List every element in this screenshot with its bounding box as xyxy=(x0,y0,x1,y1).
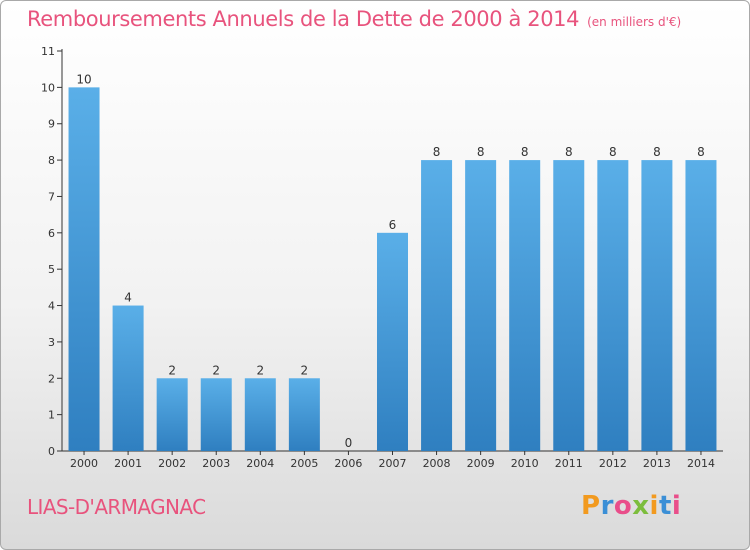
chart-title: Remboursements Annuels de la Dette de 20… xyxy=(27,7,681,31)
x-tick-label: 2000 xyxy=(70,457,98,470)
logo-letter: i xyxy=(649,491,659,521)
data-label: 10 xyxy=(76,72,91,86)
y-tick-label: 7 xyxy=(48,190,55,203)
bar xyxy=(509,160,541,451)
x-tick-label: 2010 xyxy=(511,457,539,470)
y-tick-label: 11 xyxy=(41,45,55,58)
x-tick-label: 2009 xyxy=(467,457,495,470)
x-tick-label: 2011 xyxy=(555,457,583,470)
y-tick-label: 0 xyxy=(48,445,55,458)
bar xyxy=(377,232,408,451)
logo-letter: t xyxy=(658,491,672,521)
data-label: 6 xyxy=(389,218,397,232)
y-tick-label: 8 xyxy=(48,154,55,167)
logo-letter: o xyxy=(613,491,633,521)
data-label: 8 xyxy=(653,145,661,159)
logo-letter: r xyxy=(600,491,614,521)
data-label: 8 xyxy=(477,145,485,159)
x-tick-label: 2003 xyxy=(202,457,230,470)
data-label: 8 xyxy=(521,145,529,159)
data-label: 2 xyxy=(256,363,264,377)
bar xyxy=(465,160,497,451)
y-tick-label: 2 xyxy=(48,372,55,385)
data-label: 4 xyxy=(124,291,132,305)
y-tick-label: 10 xyxy=(41,81,55,94)
chart-title-text: Remboursements Annuels de la Dette de 20… xyxy=(27,7,580,31)
bar xyxy=(244,378,276,451)
bar xyxy=(112,305,144,451)
bar xyxy=(288,378,320,451)
bar xyxy=(68,87,100,451)
logo-letter: i xyxy=(671,491,682,521)
y-tick-label: 3 xyxy=(48,336,55,349)
x-tick-label: 2007 xyxy=(379,457,407,470)
data-label: 0 xyxy=(345,436,353,450)
y-tick-label: 4 xyxy=(48,300,55,313)
x-tick-label: 2008 xyxy=(423,457,451,470)
y-tick-label: 9 xyxy=(48,118,55,131)
proxiti-logo: Proxiti xyxy=(581,491,681,521)
data-label: 8 xyxy=(433,145,441,159)
bar xyxy=(421,160,453,451)
x-tick-label: 2012 xyxy=(599,457,627,470)
data-label: 8 xyxy=(565,145,573,159)
x-tick-label: 2014 xyxy=(687,457,715,470)
y-tick-label: 1 xyxy=(48,409,55,422)
unit-note: (en milliers d'€) xyxy=(587,15,682,29)
bar xyxy=(597,160,629,451)
x-tick-label: 2001 xyxy=(114,457,142,470)
logo-letter: P xyxy=(581,491,601,521)
bar xyxy=(200,378,232,451)
data-label: 8 xyxy=(697,145,705,159)
data-label: 2 xyxy=(301,363,309,377)
x-tick-label: 2005 xyxy=(290,457,318,470)
y-tick-label: 5 xyxy=(48,263,55,276)
x-tick-label: 2004 xyxy=(246,457,274,470)
data-label: 2 xyxy=(168,363,176,377)
data-label: 2 xyxy=(212,363,220,377)
bar xyxy=(685,160,717,451)
x-tick-label: 2006 xyxy=(334,457,362,470)
logo-letter: x xyxy=(632,491,650,521)
bar xyxy=(156,378,188,451)
town-name: LIAS-D'ARMAGNAC xyxy=(27,495,206,519)
x-tick-label: 2013 xyxy=(643,457,671,470)
x-tick-label: 2002 xyxy=(158,457,186,470)
bar xyxy=(553,160,585,451)
bar xyxy=(641,160,673,451)
y-tick-label: 6 xyxy=(48,227,55,240)
data-label: 8 xyxy=(609,145,617,159)
